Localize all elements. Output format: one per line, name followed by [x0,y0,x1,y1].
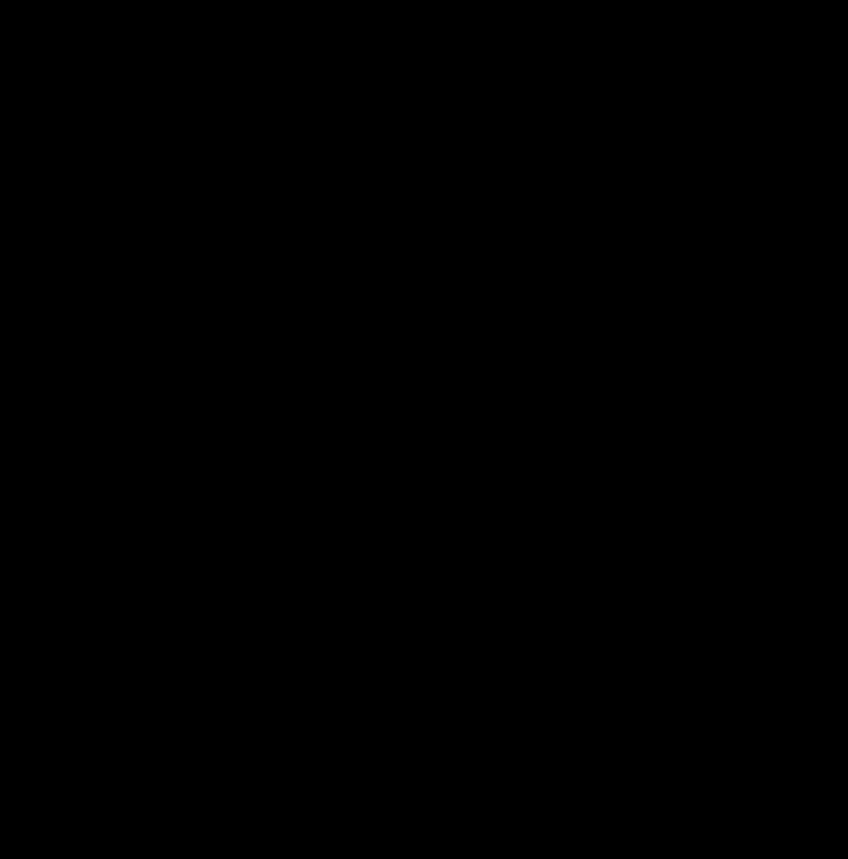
engagement-area-chart [0,0,848,859]
chart-container [0,0,848,859]
